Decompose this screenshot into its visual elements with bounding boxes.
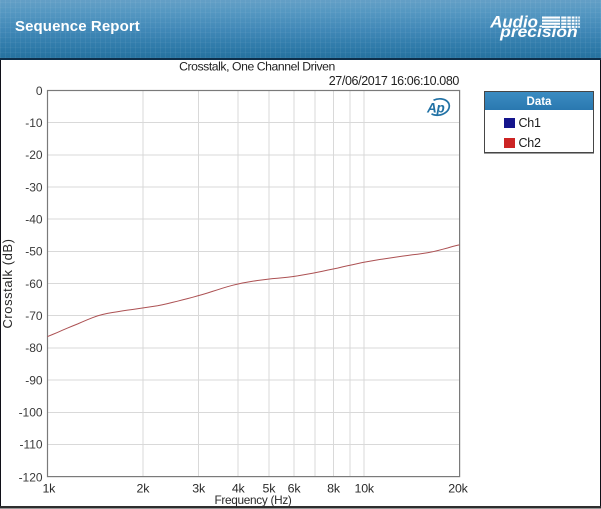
svg-text:Crosstalk (dB): Crosstalk (dB) [0, 238, 15, 328]
svg-text:-60: -60 [25, 277, 43, 291]
svg-text:Frequency (Hz): Frequency (Hz) [214, 493, 291, 507]
svg-text:-100: -100 [19, 406, 43, 420]
svg-text:-70: -70 [25, 309, 43, 323]
svg-text:3k: 3k [192, 482, 206, 496]
svg-text:1k: 1k [42, 482, 56, 496]
svg-text:20k: 20k [448, 482, 468, 496]
svg-text:27/06/2017 16:06:10.080: 27/06/2017 16:06:10.080 [329, 74, 460, 88]
svg-text:-120: -120 [19, 470, 43, 484]
svg-text:-90: -90 [25, 373, 43, 387]
svg-text:Crosstalk, One Channel Driven: Crosstalk, One Channel Driven [179, 59, 335, 73]
svg-text:8k: 8k [327, 482, 341, 496]
svg-text:-20: -20 [25, 148, 43, 162]
svg-text:-50: -50 [25, 245, 43, 259]
svg-text:-30: -30 [25, 180, 43, 194]
svg-text:Audio: Audio [489, 13, 538, 32]
svg-text:5k: 5k [263, 482, 277, 496]
svg-text:-10: -10 [25, 116, 43, 130]
svg-text:2k: 2k [137, 482, 151, 496]
svg-text:-40: -40 [25, 213, 43, 227]
svg-text:Ap: Ap [426, 100, 444, 115]
svg-text:-110: -110 [19, 438, 42, 452]
svg-text:4k: 4k [232, 482, 246, 496]
svg-text:10k: 10k [355, 482, 375, 496]
svg-text:6k: 6k [288, 482, 302, 496]
svg-text:-80: -80 [25, 341, 43, 355]
svg-text:precision: precision [499, 24, 578, 41]
svg-text:0: 0 [36, 84, 43, 98]
